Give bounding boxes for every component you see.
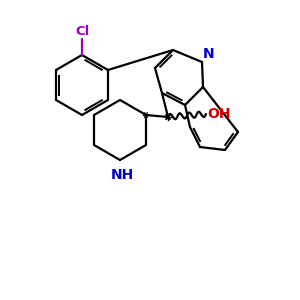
Text: OH: OH [207, 107, 230, 121]
Text: N: N [203, 47, 214, 61]
Text: Cl: Cl [75, 25, 89, 38]
Text: NH: NH [110, 168, 134, 182]
